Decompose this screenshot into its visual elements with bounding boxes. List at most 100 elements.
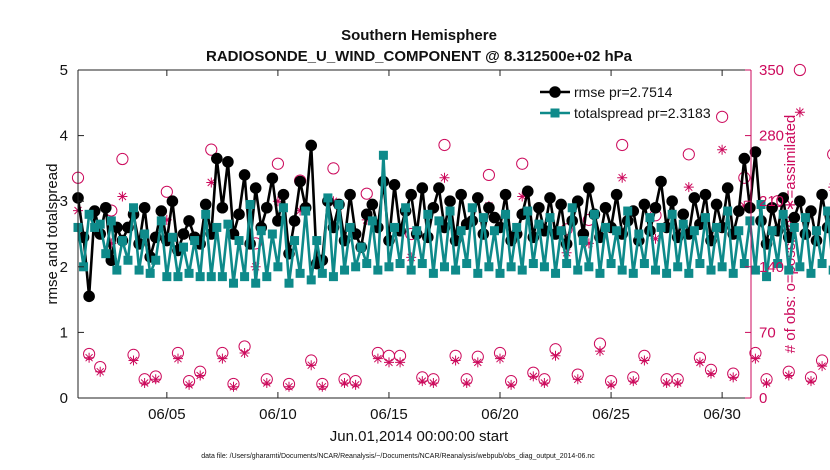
- totalspread-point: [212, 222, 222, 232]
- totalspread-point: [784, 265, 794, 275]
- rmse-point: [721, 182, 734, 194]
- rmse-point: [738, 152, 751, 165]
- rmse-point: [521, 185, 534, 198]
- rmse-point: [638, 198, 651, 211]
- totalspread-point: [756, 199, 766, 209]
- rmse-point: [455, 188, 467, 201]
- rmse-point: [610, 188, 623, 201]
- obs-assimilated-point: [717, 144, 728, 155]
- totalspread-point: [767, 226, 777, 236]
- rmse-point: [266, 172, 279, 185]
- rmse-point: [555, 198, 567, 211]
- obs-assimilated-point: [683, 182, 694, 193]
- totalspread-point: [151, 255, 161, 265]
- totalspread-point: [589, 209, 599, 219]
- rmse-point: [699, 188, 712, 201]
- y-tick-label-right: 280: [759, 128, 784, 145]
- totalspread-point: [601, 222, 611, 232]
- totalspread-point: [489, 226, 499, 236]
- rmse-point: [544, 192, 556, 204]
- obs-assimilated-point: [806, 376, 816, 387]
- totalspread-point: [256, 226, 266, 236]
- obs-assimilated-point: [428, 378, 439, 388]
- totalspread-point: [145, 268, 155, 278]
- totalspread-point: [90, 222, 100, 232]
- y-tick-label-right: 70: [759, 324, 776, 341]
- totalspread-point: [567, 203, 577, 213]
- y-tick-label-right: 140: [759, 259, 784, 276]
- totalspread-point: [795, 262, 805, 272]
- totalspread-point: [234, 236, 244, 246]
- rmse-point: [433, 182, 445, 194]
- obs-assimilated-point: [495, 353, 505, 364]
- totalspread-point: [328, 272, 338, 282]
- totalspread-point: [101, 249, 111, 259]
- obs-possible-point: [616, 138, 629, 152]
- totalspread-point: [473, 268, 483, 278]
- obs-possible-point: [827, 149, 830, 160]
- totalspread-point: [167, 232, 177, 242]
- totalspread-point: [373, 265, 383, 275]
- totalspread-point: [723, 206, 733, 216]
- totalspread-point: [584, 262, 594, 272]
- totalspread-point: [656, 222, 666, 232]
- totalspread-point: [578, 236, 588, 246]
- totalspread-point: [678, 219, 688, 229]
- obs-assimilated-point: [794, 107, 805, 118]
- y-tick-label-left: 3: [60, 193, 68, 210]
- obs-possible-point: [793, 63, 806, 77]
- legend-label-rmse: rmse pr=2.7514: [574, 84, 673, 100]
- obs-assimilated-point: [595, 346, 605, 357]
- totalspread-point: [112, 265, 122, 275]
- obs-assimilated-point: [239, 348, 250, 358]
- totalspread-point: [434, 216, 444, 226]
- rmse-point: [199, 198, 212, 211]
- obs-assimilated-point: [461, 378, 472, 388]
- obs-assimilated-point: [317, 381, 328, 392]
- rmse-point: [533, 201, 545, 214]
- totalspread-point: [812, 226, 822, 236]
- totalspread-point: [778, 209, 788, 219]
- totalspread-point: [517, 265, 527, 275]
- legend-label-totalspread: totalspread pr=2.3183: [574, 105, 711, 121]
- totalspread-point: [800, 213, 810, 223]
- totalspread-point: [806, 268, 816, 278]
- obs-assimilated-point: [739, 200, 750, 211]
- totalspread-point: [451, 265, 461, 275]
- totalspread-point: [534, 219, 544, 229]
- totalspread-point: [423, 209, 433, 219]
- totalspread-point: [284, 278, 294, 288]
- totalspread-point: [628, 268, 638, 278]
- totalspread-point: [223, 219, 233, 229]
- rmse-point: [277, 188, 290, 201]
- rmse-point: [233, 208, 245, 221]
- rmse-point: [655, 175, 667, 188]
- totalspread-point: [362, 259, 372, 269]
- totalspread-point: [573, 265, 583, 275]
- totalspread-point: [179, 242, 189, 252]
- totalspread-point: [217, 272, 227, 282]
- obs-possible-point: [116, 152, 129, 166]
- rmse-point: [816, 188, 828, 201]
- rmse-point: [483, 201, 495, 214]
- totalspread-point: [545, 213, 555, 223]
- rmse-point: [405, 188, 417, 201]
- legend-marker-totalspread: [550, 108, 560, 118]
- rmse-point: [138, 201, 151, 214]
- obs-assimilated-point: [583, 238, 594, 249]
- obs-assimilated-point: [150, 374, 161, 385]
- rmse-point: [216, 201, 229, 214]
- totalspread-point: [823, 206, 830, 216]
- totalspread-point: [512, 222, 522, 232]
- rmse-point: [99, 201, 112, 214]
- totalspread-point: [539, 262, 549, 272]
- totalspread-point: [673, 262, 683, 272]
- rmse-point: [583, 182, 595, 194]
- totalspread-point: [817, 259, 827, 269]
- totalspread-point: [301, 206, 311, 216]
- y-axis-label-left: rmse and totalspread: [44, 164, 61, 305]
- totalspread-point: [406, 265, 416, 275]
- totalspread-point: [706, 265, 716, 275]
- totalspread-point: [278, 203, 288, 213]
- totalspread-point: [428, 268, 438, 278]
